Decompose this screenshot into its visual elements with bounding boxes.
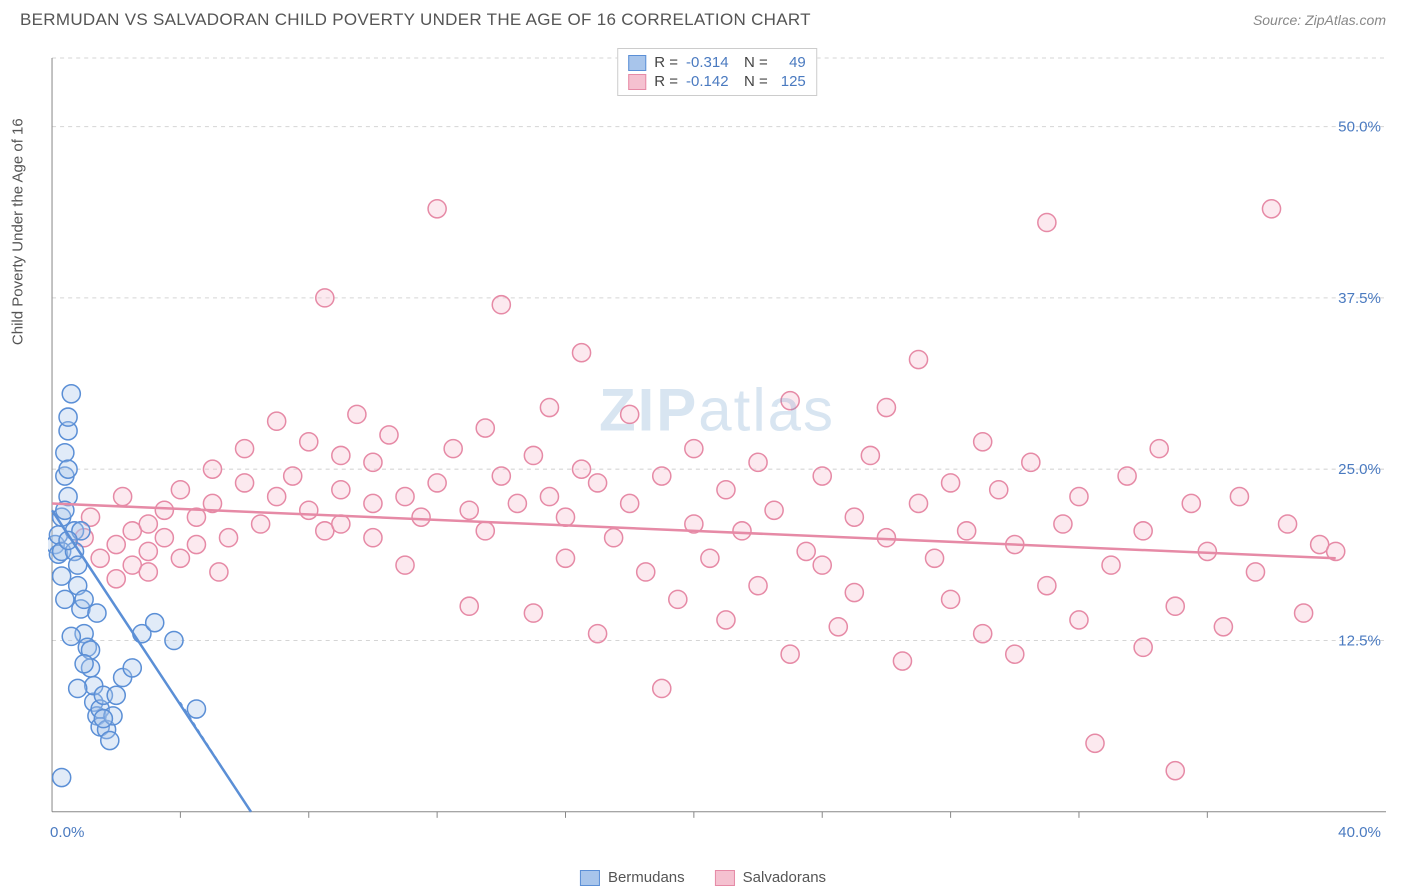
legend-swatch-bermudans: [580, 870, 600, 886]
stats-row-bermudans: R = -0.314 N = 49: [628, 53, 806, 72]
correlation-stats-box: R = -0.314 N = 49 R = -0.142 N = 125: [617, 48, 817, 96]
r-label: R =: [654, 73, 678, 90]
legend-item-salvadorans: Salvadorans: [715, 869, 826, 886]
chart-title: BERMUDAN VS SALVADORAN CHILD POVERTY UND…: [20, 10, 811, 30]
n-label: N =: [744, 54, 768, 71]
chart-container: Child Poverty Under the Age of 16 12.5%2…: [48, 48, 1386, 852]
r-label: R =: [654, 54, 678, 71]
scatter-chart: 12.5% 25.0% 37.5% 50.0% 0.0% 40.0%: [48, 48, 1386, 852]
swatch-salvadorans: [628, 74, 646, 90]
r-value-salvadorans: -0.142: [686, 73, 736, 90]
legend: Bermudans Salvadorans: [580, 869, 826, 886]
svg-text:37.5%: 37.5%: [1338, 290, 1381, 307]
n-label: N =: [744, 73, 768, 90]
legend-label-bermudans: Bermudans: [608, 869, 685, 886]
legend-label-salvadorans: Salvadorans: [743, 869, 826, 886]
svg-text:40.0%: 40.0%: [1338, 824, 1381, 841]
svg-text:25.0%: 25.0%: [1338, 461, 1381, 478]
stats-row-salvadorans: R = -0.142 N = 125: [628, 72, 806, 91]
legend-swatch-salvadorans: [715, 870, 735, 886]
n-value-salvadorans: 125: [776, 73, 806, 90]
svg-text:50.0%: 50.0%: [1338, 119, 1381, 136]
source-attribution: Source: ZipAtlas.com: [1253, 12, 1386, 28]
legend-item-bermudans: Bermudans: [580, 869, 685, 886]
svg-text:12.5%: 12.5%: [1338, 633, 1381, 650]
svg-text:0.0%: 0.0%: [50, 824, 84, 841]
n-value-bermudans: 49: [776, 54, 806, 71]
y-axis-label: Child Poverty Under the Age of 16: [10, 118, 27, 345]
swatch-bermudans: [628, 55, 646, 71]
r-value-bermudans: -0.314: [686, 54, 736, 71]
